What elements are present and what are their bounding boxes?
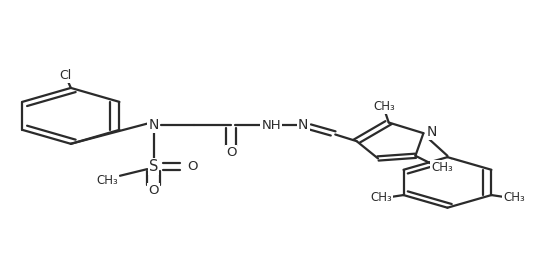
Text: CH₃: CH₃: [96, 174, 118, 187]
Text: S: S: [149, 159, 158, 174]
Text: O: O: [148, 185, 159, 197]
Text: N: N: [298, 118, 308, 132]
Text: CH₃: CH₃: [374, 100, 395, 113]
Text: O: O: [187, 160, 198, 173]
Text: Cl: Cl: [60, 69, 71, 82]
Text: CH₃: CH₃: [370, 191, 392, 204]
Text: N: N: [426, 125, 437, 139]
Text: CH₃: CH₃: [503, 191, 525, 204]
Text: O: O: [226, 146, 236, 159]
Text: CH₃: CH₃: [431, 161, 453, 174]
Text: NH: NH: [262, 119, 281, 132]
Text: N: N: [148, 118, 159, 132]
